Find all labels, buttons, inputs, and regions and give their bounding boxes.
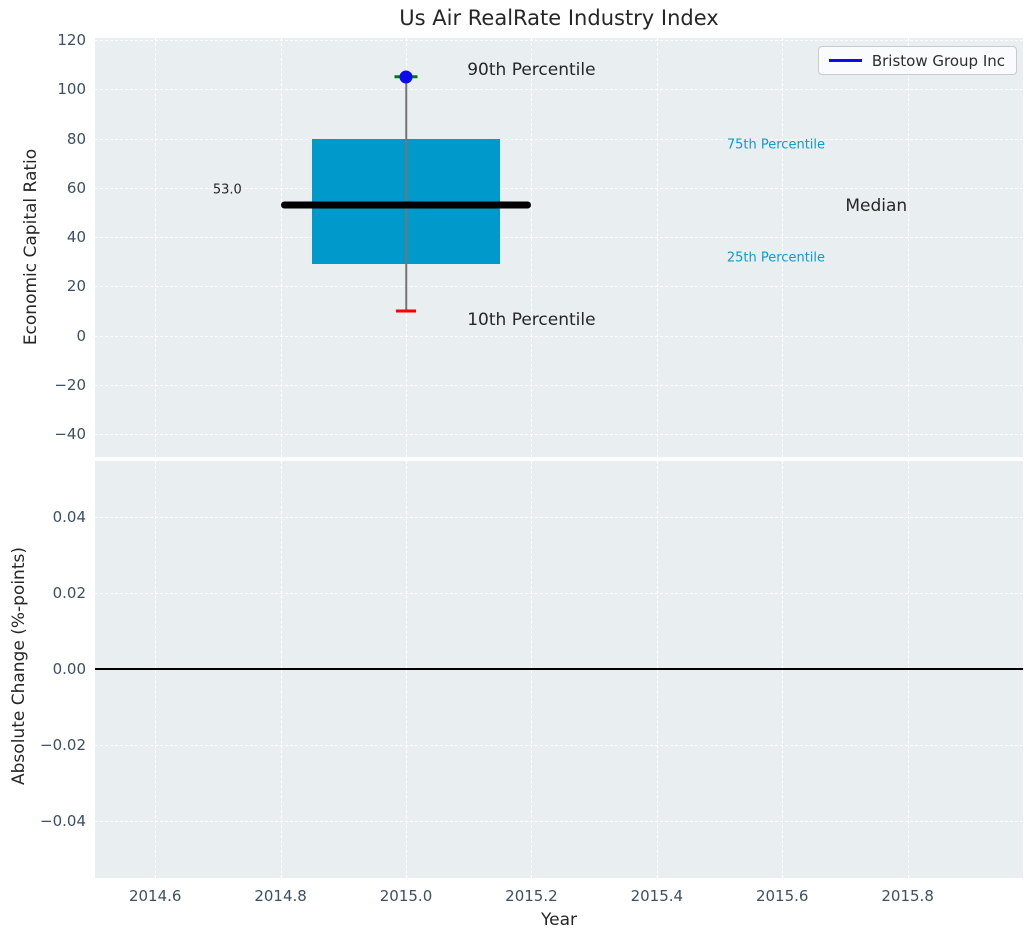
legend: Bristow Group Inc [817,46,1017,75]
gridline-vertical [280,38,282,457]
xtick-label: 2014.8 [254,887,307,905]
gridline-vertical [656,38,658,457]
gridline-vertical [782,38,784,457]
p10-marker-line [396,309,416,313]
x-axis-label: Year [541,910,577,930]
y-axis-ticks-top: 120 100 80 60 40 20 0 −20 −40 [0,31,86,457]
ytick-label: 100 [57,80,86,99]
y-axis-ticks-bottom: 0.04 0.02 0.00 −0.02 −0.04 [0,461,86,878]
legend-line-swatch [828,59,862,62]
gridline-vertical [155,38,157,457]
gridline-horizontal [95,516,1023,518]
whisker-line [405,76,407,311]
top-plot-area: 90th Percentile 75th Percentile Median 2… [95,38,1023,457]
annotation-25th-percentile: 25th Percentile [726,250,826,266]
annotation-75th-percentile: 75th Percentile [726,137,826,153]
ytick-label: 0.02 [52,583,86,602]
annotation-median-value: 53.0 [212,182,242,198]
gridline-horizontal [95,89,1023,91]
gridline-vertical [531,38,533,457]
annotation-90th-percentile: 90th Percentile [467,59,596,80]
ytick-label: −20 [54,375,86,394]
gridline-horizontal [95,820,1023,822]
ytick-label: 0.04 [52,507,86,526]
ytick-label: 120 [57,30,86,49]
legend-label: Bristow Group Inc [871,51,1005,70]
xtick-label: 2015.8 [881,887,934,905]
ytick-label: −0.02 [40,735,86,754]
gridline-horizontal [95,187,1023,189]
ytick-label: −40 [54,425,86,444]
xtick-label: 2015.4 [630,887,684,905]
gridline-horizontal [95,434,1023,436]
median-line [280,201,532,209]
gridline-horizontal [95,335,1023,337]
bottom-plot-area [95,461,1023,878]
gridline-horizontal [95,592,1023,594]
gridline-horizontal [95,39,1023,41]
ytick-label: 20 [66,277,86,296]
gridline-horizontal [95,286,1023,288]
p90-marker-dot [399,70,413,84]
gridline-horizontal [95,744,1023,746]
ytick-label: 0.00 [52,659,86,678]
gridline-horizontal [95,138,1023,140]
gridline-horizontal [95,237,1023,239]
xtick-label: 2015.6 [755,887,809,905]
gridline-horizontal [95,384,1023,386]
ytick-label: 40 [66,228,86,247]
ytick-label: 60 [66,178,86,197]
x-axis-ticks: 2014.6 2014.8 2015.0 2015.2 2015.4 2015.6 2015… [95,878,1023,908]
annotation-median: Median [845,196,908,217]
chart-title: Us Air RealRate Industry Index [399,6,719,30]
xtick-label: 2014.6 [128,887,182,905]
ytick-label: −0.04 [40,811,86,830]
ytick-label: 0 [76,326,86,345]
grid-layer [95,38,1023,457]
xtick-label: 2015.2 [505,887,558,905]
annotation-10th-percentile: 10th Percentile [467,309,596,330]
gridline-vertical [907,38,909,457]
ytick-label: 80 [66,129,86,148]
xtick-label: 2015.0 [379,887,433,905]
zero-reference-line [95,667,1023,670]
